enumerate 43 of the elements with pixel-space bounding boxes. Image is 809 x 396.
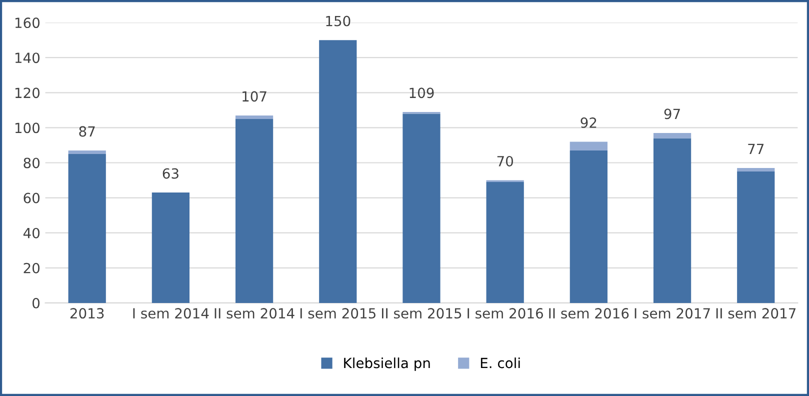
- total-label: 107: [242, 91, 266, 102]
- y-tick-label: 160: [15, 18, 40, 28]
- x-tick-label: I sem 2017: [634, 308, 710, 319]
- x-tick-label: I sem 2016: [468, 308, 544, 319]
- total-label: 70: [497, 156, 513, 166]
- total-label: 92: [580, 117, 596, 128]
- bar: [653, 132, 692, 138]
- bar: [402, 114, 440, 303]
- x-tick-label: II sem 2014: [214, 308, 294, 319]
- bar: [68, 150, 106, 154]
- x-tick-label: I sem 2015: [300, 308, 376, 319]
- y-tick-label: 20: [24, 262, 40, 274]
- y-tick-label: 60: [24, 192, 40, 204]
- y-tick-label: 100: [15, 122, 40, 134]
- total-label: 150: [326, 16, 350, 26]
- bar: [152, 192, 190, 303]
- total-label: 97: [664, 108, 680, 120]
- bar: [653, 138, 692, 303]
- x-tick-label: II sem 2015: [382, 308, 462, 319]
- x-tick-label: II sem 2016: [549, 308, 629, 319]
- total-label: 63: [162, 168, 178, 179]
- y-tick-label: 80: [24, 158, 40, 168]
- y-tick-label: 0: [32, 298, 40, 308]
- bar: [737, 172, 775, 303]
- y-tick-label: 40: [23, 228, 40, 238]
- x-tick-label: I sem 2014: [133, 308, 209, 319]
- x-tick-label: 2013: [70, 308, 104, 319]
- y-tick-label: 140: [15, 52, 40, 64]
- bar: [235, 115, 274, 119]
- total-label: 87: [79, 126, 95, 137]
- bar: [486, 182, 524, 303]
- legend-label: Klebsiella pn: [344, 357, 430, 371]
- total-label: 109: [410, 88, 434, 98]
- bar: [68, 154, 106, 303]
- bar: [570, 142, 608, 150]
- bar: [737, 168, 775, 172]
- total-label: 77: [748, 144, 764, 154]
- bar: [235, 118, 274, 303]
- bar: [319, 40, 357, 303]
- x-tick-label: II sem 2017: [716, 308, 796, 319]
- bar: [570, 150, 608, 303]
- legend-label: E. coli: [480, 357, 520, 368]
- y-tick-label: 120: [15, 88, 40, 98]
